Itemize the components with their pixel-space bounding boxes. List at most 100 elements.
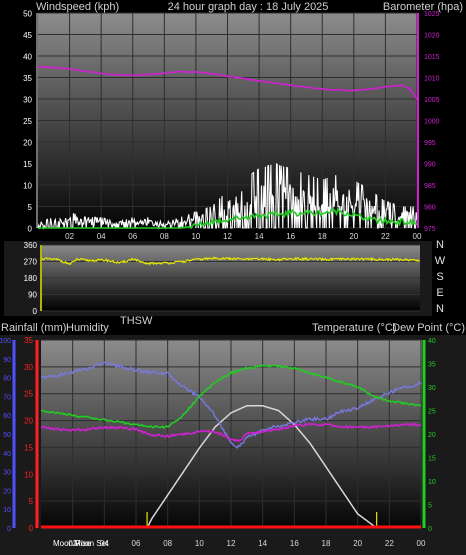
temperature-line (40, 363, 422, 430)
humidity-tick-label: 60 (3, 413, 11, 420)
wind-axis-title: Windspeed (kph) (36, 1, 119, 13)
wind-tick-label: 5 (28, 203, 33, 212)
temp-x-tick-label: 00 (417, 539, 426, 548)
humidity-tick-label: 0 (7, 526, 11, 533)
rainfall-tick-label: 35 (24, 336, 33, 345)
direction-axis: 0 90 180 270 360 (24, 241, 38, 316)
dewpoint-axis-title: Dew Point (°C) (392, 322, 465, 334)
rainfall-axis: 0 5 10 15 20 25 30 35 (24, 336, 33, 533)
temp-x-tick-label: 16 (290, 539, 299, 548)
temperature-tick-label: 35 (428, 362, 436, 369)
barometer-line (37, 65, 418, 100)
temperature-tick-label: 25 (428, 409, 436, 416)
barometer-tick-label: 1010 (424, 76, 440, 83)
wind-axis: 0 5 10 15 20 25 30 35 40 45 50 (23, 10, 32, 234)
humidity-tick-label: 10 (3, 507, 11, 514)
temperature-axis-title: Temperature (°C) (312, 322, 396, 334)
temperature-tick-label: 30 (428, 385, 436, 392)
rainfall-tick-label: 10 (24, 470, 33, 479)
humidity-tick-label: 70 (3, 394, 11, 401)
humidity-tick-label: 80 (3, 376, 11, 383)
barometer-tick-label: 1015 (424, 54, 440, 61)
rainfall-axis-title: Rainfall (mm) (1, 322, 66, 334)
barometer-tick-label: 985 (424, 183, 436, 190)
temp-panel-x-axis: 02 04 06 08 10 12 14 16 18 20 22 00 (68, 539, 426, 548)
rainfall-tick-label: 0 (29, 524, 34, 533)
temperature-tick-label: 40 (428, 338, 436, 345)
wind-direction-line (41, 256, 421, 266)
direction-panel-grid (42, 244, 420, 312)
rainfall-tick-label: 5 (29, 497, 34, 506)
temperature-tick-label: 15 (428, 456, 436, 463)
wind-x-tick-label: 16 (286, 232, 295, 241)
direction-series (41, 256, 421, 266)
direction-tick-label: 0 (33, 307, 38, 316)
wind-x-tick-label: 10 (191, 232, 200, 241)
rainfall-tick-label: 25 (24, 390, 33, 399)
temperature-tick-label: 10 (428, 479, 436, 486)
compass-label: N (436, 239, 444, 251)
wind-tick-label: 25 (23, 117, 32, 126)
temp-x-tick-label: 14 (258, 539, 267, 548)
moon-set-label: Moon Set (74, 539, 109, 548)
thsw-solar-curve (146, 405, 378, 529)
wind-x-tick-label: 08 (160, 232, 169, 241)
compass-label: W (435, 255, 446, 267)
temp-x-tick-label: 12 (227, 539, 236, 548)
rainfall-tick-label: 15 (24, 443, 33, 452)
dewpoint-line (40, 422, 421, 443)
wind-panel-grid (38, 12, 418, 229)
wind-average-line (38, 206, 418, 230)
humidity-tick-label: 30 (3, 470, 11, 477)
wind-tick-label: 10 (23, 182, 32, 191)
humidity-tick-label: 90 (3, 357, 11, 364)
temperature-tick-label: 0 (428, 526, 432, 533)
direction-tick-label: 90 (28, 291, 37, 300)
direction-tick-label: 360 (24, 241, 38, 250)
temp-x-tick-label: 18 (322, 539, 331, 548)
wind-panel-series (37, 65, 418, 231)
thsw-label: THSW (120, 315, 153, 327)
barometer-axis-title: Barometer (hpa) (383, 1, 463, 13)
barometer-tick-label: 980 (424, 205, 436, 212)
humidity-tick-label: 20 (3, 488, 11, 495)
wind-x-tick-label: 00 (413, 232, 422, 241)
barometer-tick-label: 995 (424, 140, 436, 147)
direction-tick-label: 180 (24, 274, 38, 283)
temp-x-tick-label: 22 (385, 539, 394, 548)
temperature-axis: 0 5 10 15 20 25 30 35 40 (428, 338, 436, 533)
barometer-tick-label: 1025 (424, 11, 440, 18)
wind-x-tick-label: 04 (97, 232, 106, 241)
wind-tick-label: 45 (23, 31, 32, 40)
temp-x-tick-label: 20 (353, 539, 362, 548)
humidity-tick-label: 50 (3, 432, 11, 439)
compass-label: S (436, 271, 443, 283)
temp-x-tick-label: 08 (163, 539, 172, 548)
wind-x-tick-label: 22 (381, 232, 390, 241)
wind-tick-label: 15 (23, 160, 32, 169)
wind-tick-label: 20 (23, 139, 32, 148)
temp-x-tick-label: 06 (132, 539, 141, 548)
temperature-tick-label: 5 (428, 503, 432, 510)
rainfall-tick-label: 30 (24, 363, 33, 372)
moon-rise-label: Moon Rise (53, 539, 92, 548)
wind-panel-x-axis: 02 04 06 08 10 12 14 16 18 20 22 00 (65, 232, 422, 241)
temp-x-tick-label: 04 (100, 539, 109, 548)
rainfall-tick-label: 20 (24, 417, 33, 426)
barometer-tick-label: 975 (424, 226, 436, 233)
wind-x-tick-label: 12 (223, 232, 232, 241)
compass-label: N (436, 303, 444, 315)
wind-tick-label: 35 (23, 74, 32, 83)
compass-label: E (436, 287, 443, 299)
barometer-tick-label: 990 (424, 162, 436, 169)
temp-panel-series (40, 360, 422, 529)
wind-x-tick-label: 02 (65, 232, 74, 241)
temp-x-tick-label: 02 (68, 539, 77, 548)
wind-x-tick-label: 18 (318, 232, 327, 241)
temp-x-tick-label: 10 (195, 539, 204, 548)
wind-x-tick-label: 20 (349, 232, 358, 241)
humidity-axis-title: Humidity (66, 322, 109, 334)
direction-tick-label: 270 (24, 258, 38, 267)
